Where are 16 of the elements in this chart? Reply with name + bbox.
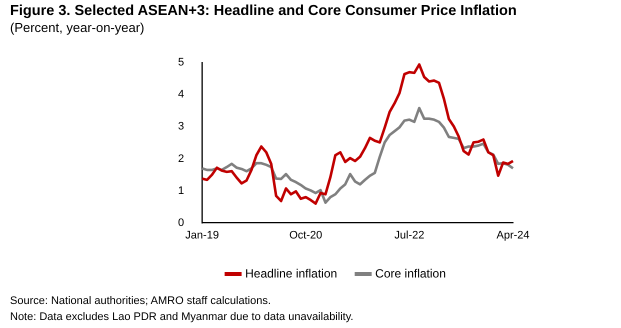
legend-label: Core inflation [375,266,446,280]
legend-label: Headline inflation [245,266,338,280]
chart-title: Figure 3. Selected ASEAN+3: Headline and Core Consumer Price Inflation [10,3,517,19]
y-tick-label: 3 [178,120,184,133]
y-tick-label: 1 [178,184,184,197]
x-tick-label: Oct-20 [289,229,322,242]
y-tick-label: 0 [178,216,184,229]
x-tick-label: Apr-24 [496,229,530,242]
y-tick-label: 5 [178,56,184,69]
text: (Percent, year-on-year) [10,20,144,35]
text: Note: Data excludes Lao PDR and Myanmar due to data unavailability. [10,310,354,325]
x-tick-label: Jan-19 [185,229,219,242]
x-tick-label: Jul-22 [394,229,424,242]
y-tick-label: 2 [178,152,184,165]
source-note: Source: National authorities; AMRO staff calculations. [10,294,272,309]
y-tick-label: 4 [178,88,184,101]
